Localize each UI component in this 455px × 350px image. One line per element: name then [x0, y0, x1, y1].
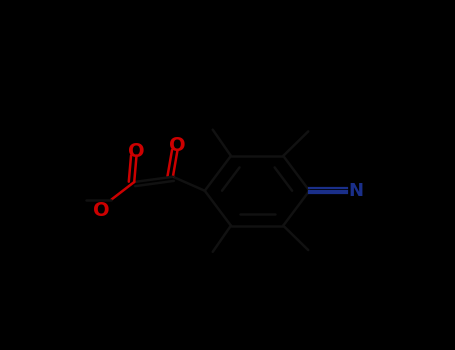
Text: N: N [348, 182, 363, 200]
Text: O: O [128, 142, 145, 161]
Text: O: O [169, 136, 186, 155]
Text: O: O [92, 201, 109, 220]
